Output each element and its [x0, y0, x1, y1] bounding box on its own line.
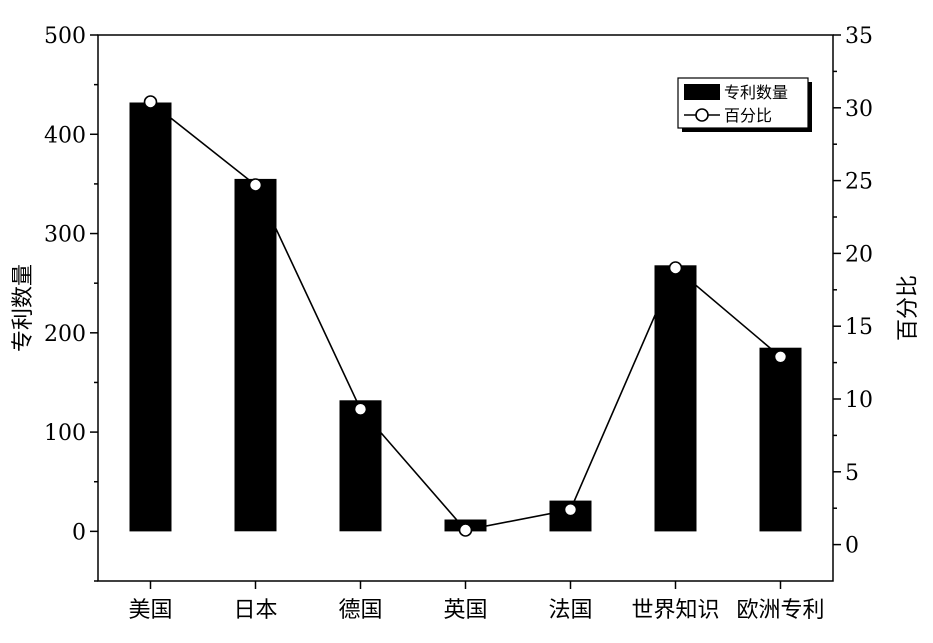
right-tick-label-4: 20: [845, 242, 873, 267]
left-tick-label-0: 0: [72, 520, 86, 545]
x-category-label-3: 英国: [443, 598, 487, 623]
bar-series: [129, 102, 802, 532]
x-category-label-2: 德国: [338, 598, 382, 623]
left-tick-label-2: 200: [44, 322, 86, 347]
y-right-axis-title: 百分比: [896, 275, 921, 341]
right-tick-label-1: 5: [845, 461, 859, 486]
right-tick-label-3: 15: [845, 315, 873, 340]
right-tick-label-0: 0: [845, 534, 859, 559]
right-tick-label-7: 35: [845, 24, 873, 49]
bar-5: [654, 265, 697, 532]
x-category-label-0: 美国: [128, 598, 172, 623]
left-tick-label-1: 100: [44, 421, 86, 446]
axes: 0 100 200 300 400 500 0 5 10 15 20 25 30 35 美国 日本 德国 英国 法国…: [11, 24, 921, 623]
legend-bar-label: 专利数量: [724, 83, 788, 102]
legend-line-label: 百分比: [724, 106, 772, 125]
right-tick-label-5: 25: [845, 170, 873, 195]
line-point-0: [143, 95, 158, 109]
line-point-4: [563, 502, 578, 517]
left-tick-label-4: 400: [44, 123, 86, 148]
left-tick-label-5: 500: [44, 24, 86, 49]
x-category-label-6: 欧洲专利: [736, 598, 824, 623]
y-left-axis-title: 专利数量: [11, 264, 36, 352]
bar-2: [339, 400, 382, 532]
bar-1: [234, 178, 277, 532]
line-point-1: [248, 178, 263, 192]
line-point-3: [458, 523, 473, 537]
x-category-label-5: 世界知识: [631, 598, 719, 623]
line-point-2: [353, 402, 368, 417]
legend-bar-swatch: [684, 84, 720, 100]
x-category-label-1: 日本: [233, 598, 277, 623]
x-category-label-4: 法国: [548, 598, 592, 623]
bar-0: [129, 102, 172, 532]
right-tick-label-2: 10: [845, 388, 873, 413]
line-series: [143, 95, 788, 537]
left-tick-label-3: 300: [44, 223, 86, 248]
legend-line-marker: [695, 108, 709, 122]
right-tick-label-6: 30: [845, 97, 873, 122]
line-point-6: [773, 349, 788, 364]
bar-6: [759, 347, 802, 532]
line-point-5: [668, 261, 683, 275]
